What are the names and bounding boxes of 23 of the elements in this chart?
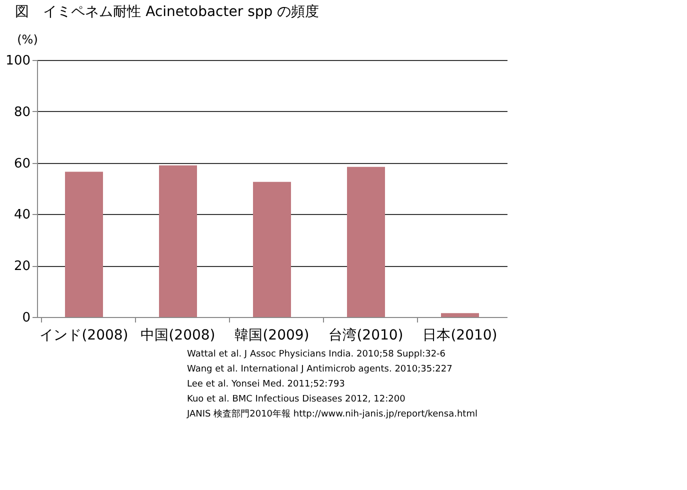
y-tick-label: 100 — [6, 54, 30, 68]
x-tick-label: 韓国(2009) — [234, 328, 310, 344]
bar — [159, 165, 197, 317]
text: Kuo et al. BMC Infectious Diseases 2012, 12:200 — [187, 394, 406, 404]
y-tick-label: 60 — [14, 156, 30, 172]
bar — [347, 166, 385, 317]
chart-title: 図 イミペネム耐性 Acinetobacter spp の頻度 — [15, 4, 320, 20]
y-tick-label: 80 — [14, 104, 30, 120]
y-tick-label: 0 — [22, 310, 30, 326]
y-axis-title: (%) — [17, 32, 38, 46]
bar — [441, 313, 479, 317]
x-tick-label: 中国(2008) — [140, 328, 216, 344]
y-tick-label: 40 — [14, 208, 30, 223]
text: Lee et al. Yonsei Med. 2011;52:793 — [187, 380, 345, 390]
text: Wattal et al. J Assoc Physicians India. 2010;58 Suppl:32-6 — [187, 350, 446, 360]
x-tick-label: 日本(2010) — [422, 328, 498, 344]
bar — [253, 182, 291, 317]
text: JANIS 検査部門2010年報 http://www.nih-janis.jp/report/kensa.html — [186, 408, 478, 420]
bar — [65, 172, 103, 317]
text: Wang et al. International J Antimicrob agents. 2010;35:227 — [187, 364, 452, 374]
x-tick-label: インド(2008) — [40, 328, 128, 344]
y-tick-label: 20 — [14, 259, 30, 274]
x-tick-label: 台湾(2010) — [328, 328, 404, 344]
